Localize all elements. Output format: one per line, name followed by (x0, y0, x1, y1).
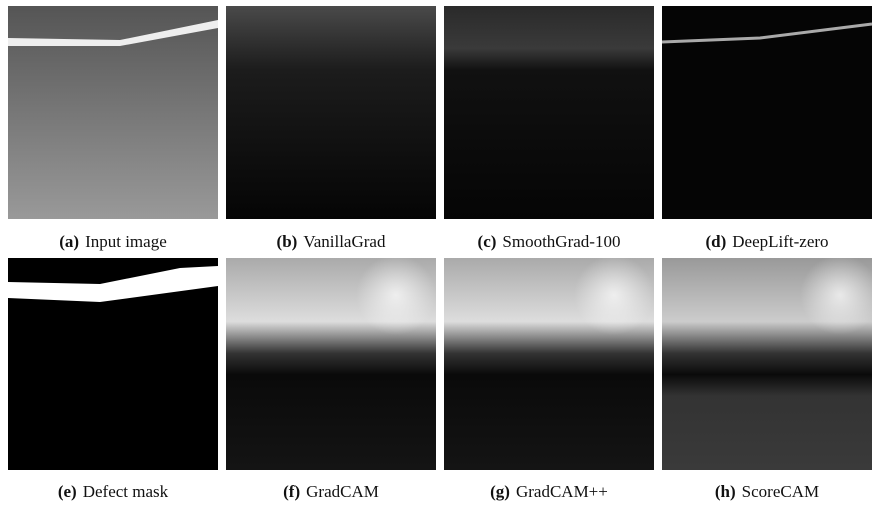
panel-label: (h) (715, 482, 736, 501)
panel-caption: (d) DeepLift-zero (662, 232, 872, 252)
panel-text: ScoreCAM (742, 482, 819, 501)
panel-caption: (f) GradCAM (226, 482, 436, 502)
panel-caption: (b) VanillaGrad (226, 232, 436, 252)
panel-caption: (g) GradCAM++ (444, 482, 654, 502)
panel-label: (e) (58, 482, 77, 501)
panel-label: (g) (490, 482, 510, 501)
panel-caption: (c) SmoothGrad-100 (444, 232, 654, 252)
panel-caption: (a) Input image (8, 232, 218, 252)
panel-text: GradCAM++ (516, 482, 608, 501)
panel-label: (d) (705, 232, 726, 251)
panel-text: SmoothGrad-100 (502, 232, 620, 251)
panel-caption: (e) Defect mask (8, 482, 218, 502)
panel-label: (a) (59, 232, 79, 251)
figure: (a) Input image (b) VanillaGrad (c) SmoothGra… (0, 0, 873, 507)
panel-text: GradCAM (306, 482, 379, 501)
panel-label: (b) (277, 232, 298, 251)
panel-label: (c) (478, 232, 497, 251)
panel-text: Defect mask (83, 482, 168, 501)
panel-text: VanillaGrad (303, 232, 385, 251)
panel-caption: (h) ScoreCAM (662, 482, 872, 502)
panel-label: (f) (283, 482, 300, 501)
panel-text: Input image (85, 232, 167, 251)
panel-text: DeepLift-zero (732, 232, 828, 251)
images (0, 0, 873, 507)
